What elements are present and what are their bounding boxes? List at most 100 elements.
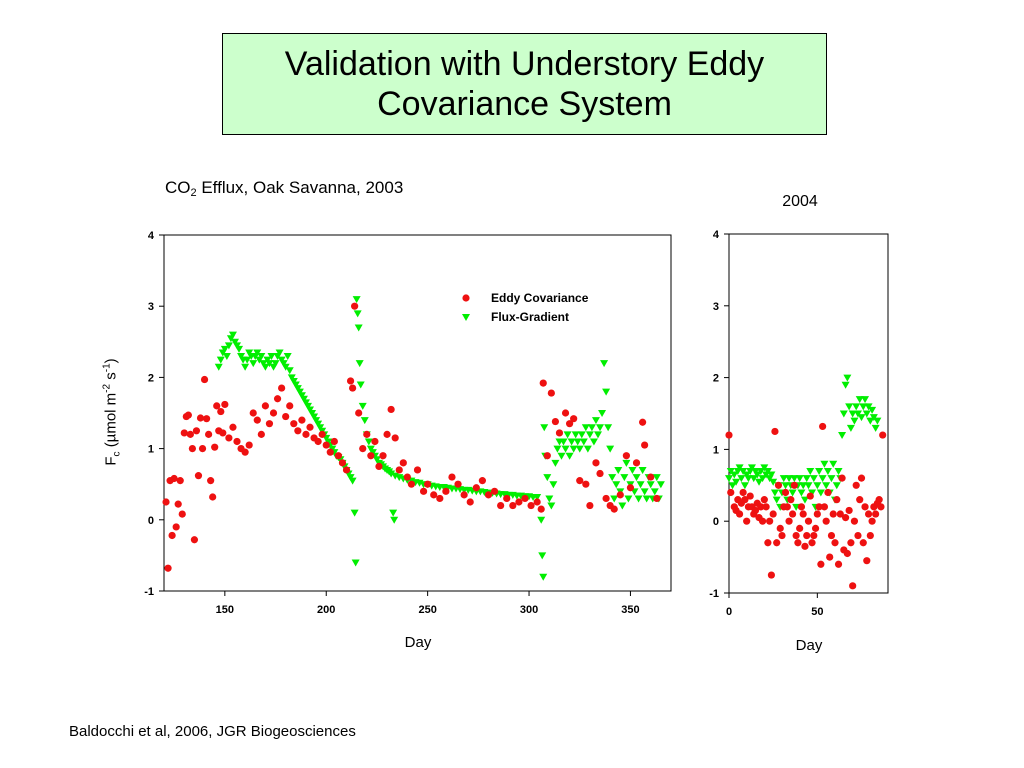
data-point-eddy xyxy=(766,517,774,525)
data-point-eddy xyxy=(592,459,600,467)
data-point-flux xyxy=(848,410,857,418)
data-point-flux xyxy=(253,349,262,357)
data-point-eddy xyxy=(803,531,811,540)
data-point-eddy xyxy=(576,477,584,485)
data-point-flux xyxy=(834,467,843,475)
citation: Baldocchi et al, 2006, JGR Biogeoscience… xyxy=(69,723,356,740)
data-point-eddy xyxy=(826,553,834,561)
data-point-eddy xyxy=(521,494,529,503)
data-point-eddy xyxy=(824,488,832,497)
y-tick-label: 3 xyxy=(713,301,719,313)
data-point-eddy xyxy=(863,557,871,565)
x-tick-label: 250 xyxy=(418,604,436,616)
data-point-flux xyxy=(245,349,254,357)
data-point-flux xyxy=(301,399,310,407)
data-point-flux xyxy=(859,403,868,411)
data-point-flux xyxy=(763,467,772,475)
data-point-eddy xyxy=(762,503,770,511)
data-point-flux xyxy=(216,356,225,364)
data-point-eddy xyxy=(186,430,194,438)
data-point-flux xyxy=(749,475,758,483)
data-point-flux xyxy=(843,374,852,382)
data-point-eddy xyxy=(363,430,371,438)
data-point-eddy xyxy=(391,434,399,442)
data-point-flux xyxy=(726,467,735,475)
data-point-flux xyxy=(756,467,765,475)
data-point-eddy xyxy=(318,430,326,438)
data-point-eddy xyxy=(566,420,574,428)
data-point-flux xyxy=(249,360,258,368)
data-point-flux xyxy=(740,482,749,490)
data-point-eddy xyxy=(861,503,869,511)
data-point-eddy xyxy=(781,488,790,497)
data-point-flux xyxy=(747,464,756,472)
data-point-flux xyxy=(634,495,643,503)
data-point-eddy xyxy=(359,445,367,453)
series-eddy-covariance xyxy=(725,422,887,590)
data-point-eddy xyxy=(302,430,310,438)
data-point-flux xyxy=(289,377,298,385)
data-point-eddy xyxy=(570,415,578,423)
data-point-eddy xyxy=(850,517,859,525)
data-point-flux xyxy=(636,481,645,489)
data-point-eddy xyxy=(198,445,207,453)
data-point-flux xyxy=(841,381,850,389)
data-point-eddy xyxy=(725,431,733,439)
data-point-eddy xyxy=(466,498,474,506)
data-point-eddy xyxy=(539,379,547,387)
y-tick-label: 4 xyxy=(148,230,155,242)
data-point-flux xyxy=(769,478,778,486)
data-point-flux xyxy=(220,345,229,353)
data-point-flux xyxy=(728,482,737,490)
data-point-eddy xyxy=(249,409,257,417)
data-point-flux xyxy=(622,459,631,467)
data-point-eddy xyxy=(338,459,347,467)
data-point-eddy xyxy=(286,402,294,410)
data-point-eddy xyxy=(533,498,541,506)
data-point-eddy xyxy=(515,498,523,506)
data-point-flux xyxy=(291,381,300,389)
data-point-flux xyxy=(354,324,363,332)
data-point-flux xyxy=(533,494,542,502)
data-point-eddy xyxy=(864,510,873,518)
data-point-flux xyxy=(600,360,609,368)
data-point-eddy xyxy=(582,480,590,488)
data-point-eddy xyxy=(596,469,604,478)
data-point-eddy xyxy=(217,407,225,416)
data-point-flux xyxy=(539,573,548,581)
data-point-flux xyxy=(822,482,831,490)
data-point-flux xyxy=(324,438,333,446)
data-point-eddy xyxy=(586,501,594,510)
data-point-flux xyxy=(799,482,808,490)
data-point-flux xyxy=(356,381,365,389)
data-point-flux xyxy=(271,360,280,368)
data-point-eddy xyxy=(815,503,823,511)
data-point-eddy xyxy=(653,494,661,503)
data-point-flux xyxy=(243,356,252,364)
data-point-flux xyxy=(656,481,665,489)
data-point-flux xyxy=(827,475,836,483)
data-point-eddy xyxy=(269,409,278,417)
data-point-flux xyxy=(547,502,556,510)
data-point-flux xyxy=(781,482,790,490)
data-point-eddy xyxy=(833,496,841,504)
data-point-flux xyxy=(364,438,373,446)
data-point-eddy xyxy=(322,441,330,449)
data-point-flux xyxy=(565,452,574,460)
data-point-flux xyxy=(788,489,797,497)
x-tick-label: 200 xyxy=(317,604,335,616)
data-point-flux xyxy=(257,353,266,361)
data-point-eddy xyxy=(792,531,800,540)
data-point-eddy xyxy=(819,422,827,431)
data-point-flux xyxy=(813,482,822,490)
data-point-eddy xyxy=(831,539,839,547)
data-point-eddy xyxy=(233,437,241,446)
data-point-eddy xyxy=(739,488,747,497)
data-point-eddy xyxy=(794,539,802,547)
data-point-eddy xyxy=(257,430,265,438)
data-point-flux xyxy=(871,424,880,432)
data-point-flux xyxy=(820,460,829,468)
data-point-flux xyxy=(390,516,399,524)
data-point-flux xyxy=(838,432,847,440)
